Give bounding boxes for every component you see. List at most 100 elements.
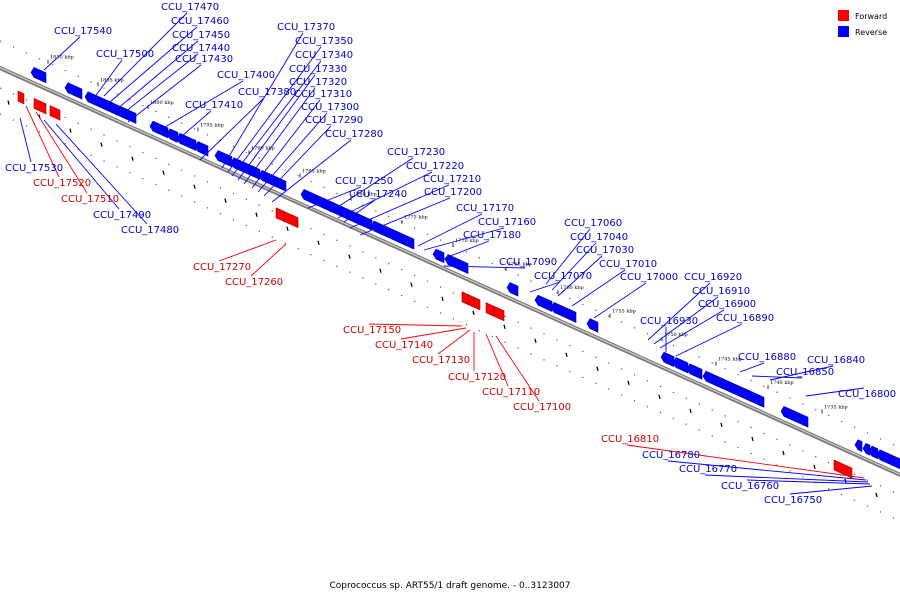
track-dash: [503, 324, 506, 329]
gene-label: CCU_16920: [684, 272, 742, 283]
legend: Forward Reverse: [838, 10, 887, 37]
label-leader-line: [221, 32, 304, 169]
label-leader-line: [329, 157, 414, 213]
track-dash: [689, 408, 692, 414]
reverse-gene-block: [686, 363, 703, 380]
track-dash: [224, 198, 227, 203]
kbp-tick-label: 1750 kbp: [664, 332, 688, 338]
label-leader-line: [704, 474, 869, 483]
kbp-tick-label: 1810 kbp: [50, 55, 74, 61]
gene-label: CCU_17330: [289, 64, 347, 75]
guide-track-1: [0, 87, 900, 496]
track-dash: [193, 184, 196, 189]
forward-gene-block: [473, 296, 481, 311]
kbp-tick-label: 1790 kbp: [251, 146, 275, 152]
label-leader-line: [93, 59, 123, 99]
gene-label: CCU_17140: [375, 340, 433, 351]
label-leader-line: [343, 199, 376, 223]
gene-label: CCU_17280: [325, 129, 383, 140]
gene-label: CCU_17180: [463, 230, 521, 241]
gene-label: CCU_16770: [679, 464, 737, 475]
forward-gene-block: [461, 291, 469, 306]
track-dash: [720, 422, 723, 428]
track-dash: [255, 212, 258, 217]
kbp-tick-label: 1770 kbp: [455, 238, 479, 244]
label-leader-line: [805, 387, 865, 397]
kbp-tick-label: 1760 kbp: [560, 285, 584, 291]
label-leader-line: [485, 333, 509, 387]
gene-label: CCU_17100: [513, 402, 571, 413]
gene-label: CCU_17400: [217, 70, 275, 81]
track-dash: [782, 450, 785, 456]
gene-label: CCU_16810: [601, 434, 659, 445]
forward-gene-block: [467, 294, 475, 308]
figure-caption: Coprococcus sp. ART55/1 draft genome. - …: [329, 581, 570, 591]
label-leader-line: [653, 296, 719, 345]
backbone-highlight: [0, 67, 900, 476]
gene-label: CCU_16880: [738, 352, 796, 363]
gene-label: CCU_16750: [764, 495, 822, 506]
gene-label: CCU_16930: [640, 316, 698, 327]
gene-label: CCU_17120: [448, 372, 506, 383]
gene-label: CCU_17450: [172, 30, 230, 41]
gene-labels: CCU_17540 CCU_17470 CCU_17460 CCU_17450 CCU_…: [5, 2, 896, 506]
track-dash: [627, 380, 630, 386]
label-leader-line: [257, 112, 328, 193]
label-leader-line: [529, 281, 561, 293]
label-leader-line: [250, 243, 287, 277]
kbp-tick-label: 1785 kbp: [302, 169, 326, 175]
label-leader-line: [349, 184, 450, 229]
legend-reverse-label: Reverse: [855, 28, 887, 37]
reverse-gene-block: [248, 165, 261, 180]
reverse-gene-block: [672, 357, 689, 374]
reverse-gene-block: [444, 254, 469, 275]
gene-label: CCU_16850: [776, 367, 834, 378]
label-leader-line: [368, 323, 463, 327]
gene-label: CCU_17380: [238, 87, 296, 98]
track-dash: [410, 282, 413, 287]
label-leader-line: [557, 255, 603, 297]
label-leader-line: [659, 309, 725, 349]
gene-label: CCU_16890: [716, 313, 774, 324]
reverse-gene-block: [868, 445, 879, 460]
reverse-gene-block: [862, 443, 871, 456]
kbp-tick-label: 1795 kbp: [200, 122, 224, 128]
reverse-gene-block: [702, 370, 719, 388]
gene-label: CCU_17500: [96, 49, 154, 60]
track-dash: [658, 394, 661, 400]
label-leader-line: [626, 444, 865, 479]
gene-label: CCU_16900: [698, 299, 756, 310]
gene-label: CCU_17250: [335, 176, 393, 187]
label-leader-line: [109, 26, 198, 103]
reverse-gene-block: [194, 141, 209, 157]
label-leader-line: [103, 12, 188, 97]
label-leader-line: [437, 329, 471, 355]
gene-label: CCU_17460: [171, 16, 229, 27]
gene-label: CCU_17530: [5, 163, 63, 174]
label-leader-line: [675, 323, 743, 357]
gene-label: CCU_17350: [295, 36, 353, 47]
label-leader-line: [359, 197, 451, 236]
track-dash: [472, 310, 475, 315]
gene-label: CCU_17510: [61, 194, 119, 205]
label-leader-line: [271, 139, 352, 203]
label-leader-line: [751, 375, 803, 379]
label-leader-line: [227, 46, 322, 173]
track-dash: [379, 268, 382, 273]
label-leader-line: [746, 479, 871, 485]
gene-label: CCU_17000: [620, 272, 678, 283]
gene-label: CCU_17200: [424, 187, 482, 198]
legend-reverse-swatch: [838, 26, 849, 37]
label-leader-line: [25, 105, 60, 178]
track-dash: [100, 142, 103, 147]
kbp-tick-label: 1765 kbp: [508, 262, 532, 268]
reverse-gene-block: [586, 318, 599, 333]
gene-label: CCU_16800: [838, 389, 896, 400]
forward-gene-block: [275, 207, 285, 222]
track-dash: [131, 156, 134, 161]
reverse-gene-block: [854, 439, 863, 453]
label-leader-line: [251, 99, 321, 189]
label-leader-line: [35, 111, 88, 194]
label-leader-line: [43, 119, 120, 210]
